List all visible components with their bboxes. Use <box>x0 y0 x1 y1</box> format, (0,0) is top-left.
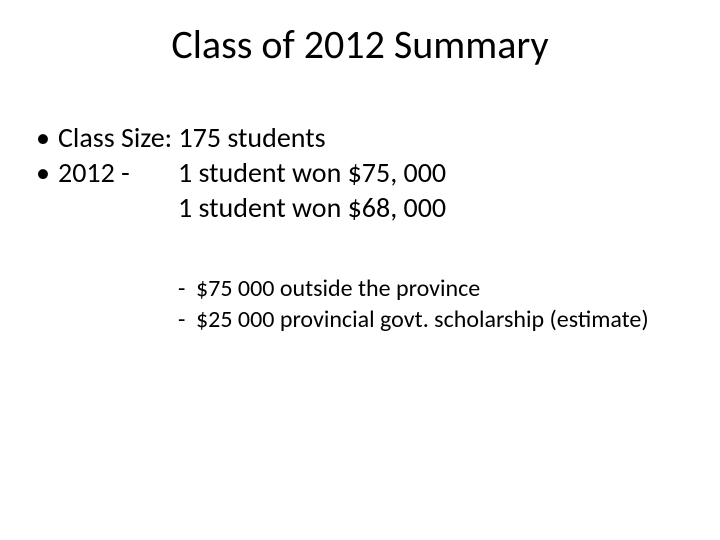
sub-bullet-text: $25 000 provincial govt. scholarship (es… <box>196 304 684 335</box>
dash-icon: - <box>178 304 196 335</box>
sub-bullet-1: - $75 000 outside the province <box>178 273 684 304</box>
sub-bullet-2: - $25 000 provincial govt. scholarship (… <box>178 304 684 335</box>
slide-title: Class of 2012 Summary <box>0 20 720 69</box>
bullet-dot-icon: • <box>36 120 58 155</box>
sub-bullet-text: $75 000 outside the province <box>196 273 684 304</box>
bullet-item-1: • Class Size: 175 students <box>36 120 684 155</box>
bullet-dot-icon: • <box>36 155 58 190</box>
dash-icon: - <box>178 273 196 304</box>
slide: Class of 2012 Summary • Class Size: 175 … <box>0 0 720 540</box>
bullet-item-2-cont: 1 student won $68, 000 <box>36 190 684 225</box>
sub-bullet-area: - $75 000 outside the province - $25 000… <box>36 273 684 335</box>
slide-body: • Class Size: 175 students • 2012 -1 stu… <box>36 120 684 335</box>
bullet-line: 1 student won $75, 000 <box>178 155 446 190</box>
bullet-text: Class Size: 175 students <box>58 120 684 155</box>
bullet-text: 2012 -1 student won $75, 000 <box>58 155 684 190</box>
bullet-prefix: 2012 - <box>58 155 178 190</box>
bullet-item-2: • 2012 -1 student won $75, 000 <box>36 155 684 190</box>
